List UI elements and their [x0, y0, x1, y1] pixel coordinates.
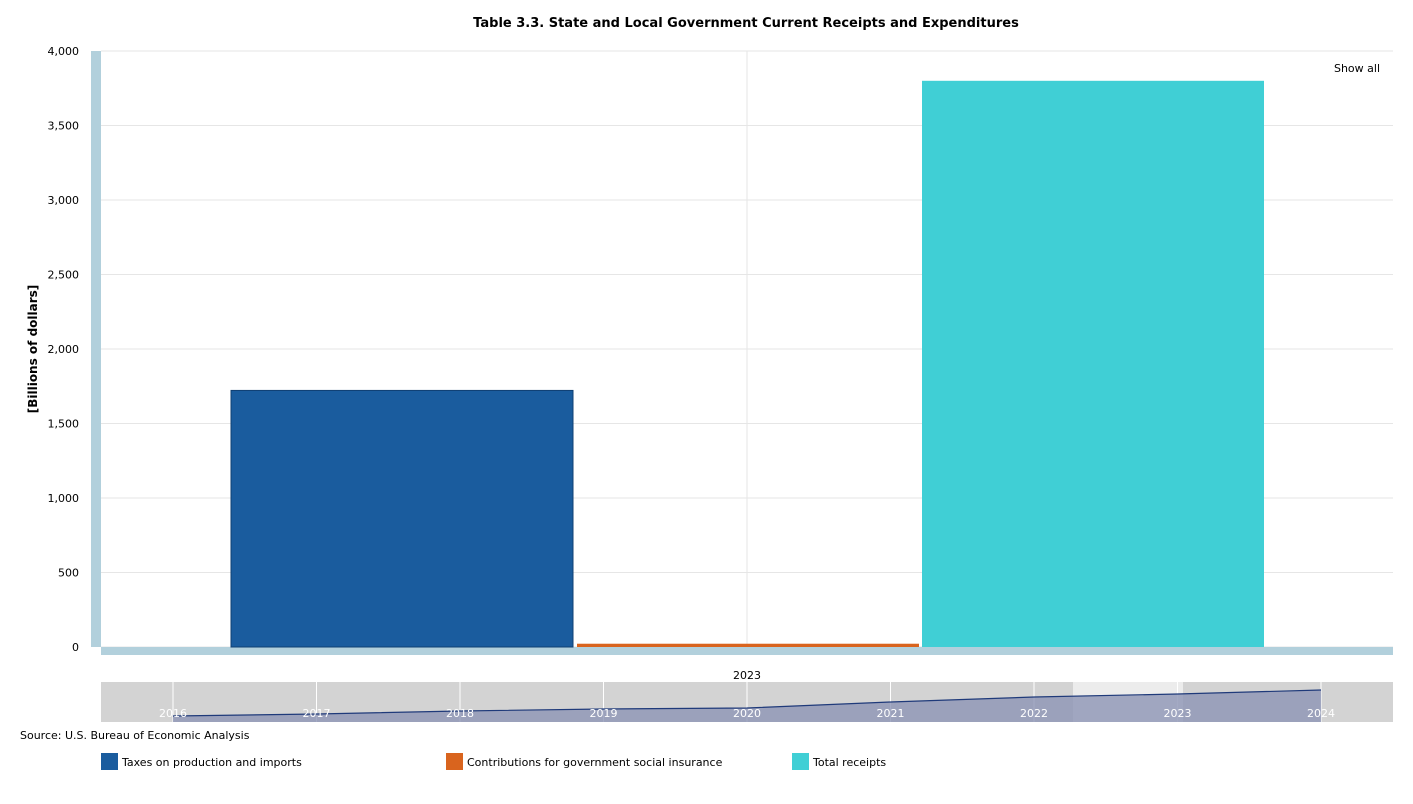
bar-contributions-for-government-social-insurance[interactable] [577, 643, 919, 647]
bar-total-receipts[interactable] [922, 80, 1264, 648]
legend-item[interactable]: Contributions for government social insu… [446, 753, 723, 770]
legend-label: Contributions for government social insu… [467, 756, 723, 769]
navigator-series-area [173, 690, 1321, 722]
y-axis-label: [Billions of dollars] [26, 285, 40, 414]
legend-swatch [792, 753, 809, 770]
navigator-year-label: 2016 [159, 707, 187, 720]
legend-swatch [101, 753, 118, 770]
y-tick-label: 500 [58, 567, 79, 580]
y-axis-bar[interactable] [91, 51, 101, 647]
legend-label: Taxes on production and imports [121, 756, 302, 769]
legend-item[interactable]: Total receipts [792, 753, 886, 770]
navigator-year-label: 2022 [1020, 707, 1048, 720]
legend: Taxes on production and imports Contribut… [101, 753, 886, 770]
y-tick-label: 0 [72, 641, 79, 654]
y-axis-ticks: 0 500 1,000 1,500 2,000 2,500 3,000 3,500 4,000 [48, 45, 80, 654]
x-axis-bar[interactable] [101, 647, 1393, 655]
navigator-year-label: 2021 [877, 707, 905, 720]
bar-taxes-on-production-and-imports[interactable] [230, 389, 574, 648]
legend-item[interactable]: Taxes on production and imports [101, 753, 302, 770]
y-tick-label: 2,000 [48, 343, 80, 356]
show-all-button[interactable]: Show all [1334, 62, 1380, 75]
legend-swatch [446, 753, 463, 770]
navigator-year-labels: 2016 2017 2018 2019 2020 2021 2022 2023 2024 [159, 707, 1335, 720]
navigator-year-label: 2024 [1307, 707, 1335, 720]
navigator-series-line [172, 689, 1322, 717]
y-tick-label: 1,500 [48, 418, 80, 431]
source-note: Source: U.S. Bureau of Economic Analysis [20, 729, 250, 742]
y-tick-label: 3,500 [48, 120, 80, 133]
navigator-year-label: 2017 [303, 707, 331, 720]
x-category-label: 2023 [733, 669, 761, 682]
bars [230, 80, 1264, 648]
range-navigator[interactable]: 2016 2017 2018 2019 2020 2021 2022 2023 2024 [101, 682, 1393, 722]
y-tick-label: 4,000 [48, 45, 80, 58]
navigator-year-label: 2019 [590, 707, 618, 720]
chart-title: Table 3.3. State and Local Government Cu… [473, 16, 1019, 31]
y-tick-label: 2,500 [48, 269, 80, 282]
navigator-year-label: 2020 [733, 707, 761, 720]
navigator-year-label: 2018 [446, 707, 474, 720]
y-tick-label: 3,000 [48, 194, 80, 207]
legend-label: Total receipts [812, 756, 886, 769]
navigator-year-label: 2023 [1164, 707, 1192, 720]
y-tick-label: 1,000 [48, 492, 80, 505]
